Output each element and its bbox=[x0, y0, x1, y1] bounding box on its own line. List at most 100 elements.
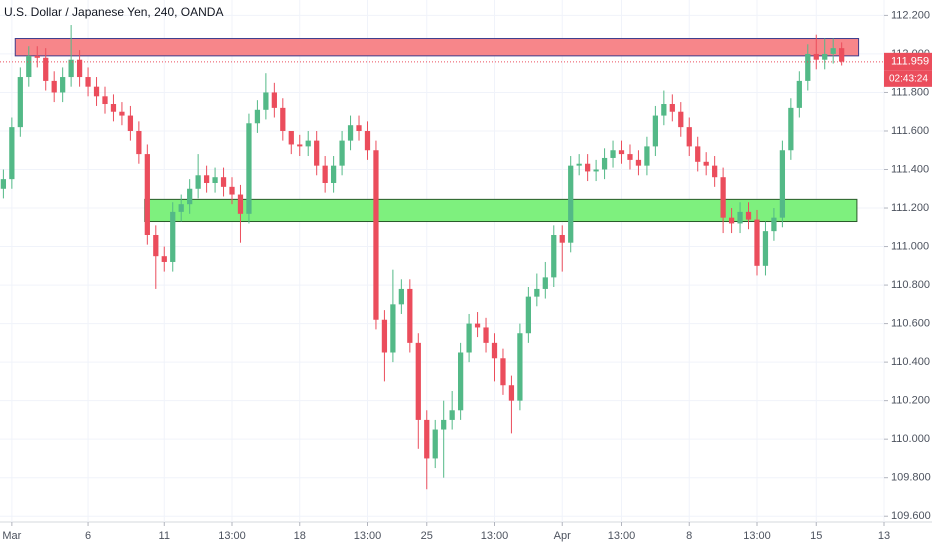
candle-body bbox=[26, 55, 32, 78]
candle-body bbox=[153, 234, 159, 257]
candle-body bbox=[525, 296, 531, 334]
candle-body bbox=[203, 175, 210, 183]
candle-body bbox=[254, 109, 261, 124]
candle-body bbox=[76, 59, 83, 78]
candle-body bbox=[788, 107, 794, 151]
candle-body bbox=[762, 231, 769, 266]
candle-body bbox=[187, 188, 193, 205]
x-tick-label: 18 bbox=[294, 530, 306, 542]
x-tick-label: 13 bbox=[878, 530, 890, 542]
candle-body bbox=[93, 86, 100, 97]
candle-body bbox=[822, 53, 828, 60]
candle-body bbox=[593, 169, 599, 172]
x-tick-label: 6 bbox=[85, 530, 91, 542]
candle-body bbox=[712, 165, 718, 178]
candle-body bbox=[805, 53, 811, 81]
candle-body bbox=[390, 304, 396, 353]
candle-body bbox=[678, 111, 684, 128]
y-tick-label: 111.200 bbox=[891, 202, 929, 214]
candle-body bbox=[9, 127, 15, 180]
x-tick-label: 13:00 bbox=[481, 530, 509, 542]
y-tick-label: 110.400 bbox=[891, 356, 930, 368]
y-tick-label: 110.800 bbox=[891, 279, 930, 291]
x-tick-label: 11 bbox=[159, 530, 170, 542]
last-price-box bbox=[884, 52, 932, 71]
candle-body bbox=[51, 80, 57, 93]
candle-body bbox=[246, 123, 252, 214]
candle-body bbox=[551, 234, 557, 278]
candle-body bbox=[703, 161, 709, 166]
candle-body bbox=[483, 327, 489, 343]
x-tick-label: Apr bbox=[554, 530, 571, 542]
candle-body bbox=[661, 104, 667, 116]
candle-body bbox=[830, 48, 836, 54]
candle-body bbox=[644, 146, 650, 166]
candle-body bbox=[695, 146, 701, 162]
candles bbox=[0, 25, 845, 490]
candle-body bbox=[559, 234, 565, 243]
candle-body bbox=[102, 96, 108, 105]
candle-body bbox=[474, 323, 481, 328]
candle-body bbox=[601, 157, 608, 170]
candle-body bbox=[466, 323, 472, 353]
candle-body bbox=[297, 144, 303, 147]
candle-body bbox=[288, 130, 294, 145]
candle-body bbox=[534, 288, 540, 297]
candle-body bbox=[449, 410, 455, 420]
x-tick-label: 13:00 bbox=[608, 530, 636, 542]
countdown-label: 02:43:24 bbox=[889, 73, 928, 84]
y-tick-label: 111.600 bbox=[891, 125, 929, 137]
candle-body bbox=[669, 104, 675, 112]
countdown-box bbox=[884, 70, 932, 87]
y-tick-label: 111.800 bbox=[891, 86, 929, 98]
candle-body bbox=[652, 115, 659, 147]
candle-body bbox=[568, 165, 574, 243]
candle-body bbox=[144, 154, 150, 235]
candle-body bbox=[170, 211, 176, 262]
chart-title: U.S. Dollar / Japanese Yen, 240, OANDA bbox=[4, 5, 223, 19]
axes: 109.600 109.800 110.000 110.200 110.400 110.6… bbox=[0, 9, 932, 542]
candle-body bbox=[745, 211, 752, 220]
candle-body bbox=[161, 256, 167, 262]
candle-body bbox=[110, 104, 117, 112]
candle-body bbox=[508, 385, 515, 401]
candle-body bbox=[322, 165, 328, 183]
candle-body bbox=[237, 194, 244, 214]
candle-body bbox=[728, 217, 735, 224]
candle-body bbox=[618, 150, 625, 155]
zone bbox=[14, 38, 860, 57]
candle-body bbox=[737, 211, 743, 224]
candle-body bbox=[314, 140, 320, 166]
candle-body bbox=[398, 288, 404, 305]
y-tick-label: 109.600 bbox=[891, 510, 931, 522]
candle-body bbox=[339, 140, 345, 166]
candle-body bbox=[178, 204, 184, 212]
y-tick-label: 112.200 bbox=[891, 9, 930, 21]
candle-body bbox=[356, 125, 362, 131]
candle-body bbox=[500, 358, 506, 386]
candle-body bbox=[458, 352, 464, 411]
candle-body bbox=[542, 277, 548, 289]
candle-body bbox=[280, 107, 286, 131]
candle-body bbox=[415, 342, 421, 420]
candle-body bbox=[68, 59, 74, 78]
candle-body bbox=[330, 165, 337, 183]
candle-body bbox=[373, 150, 379, 320]
y-tick-label: 110.000 bbox=[891, 433, 930, 445]
candle-body bbox=[212, 177, 218, 183]
candle-body bbox=[796, 80, 802, 108]
candle-body bbox=[195, 175, 201, 189]
candle-body bbox=[43, 57, 49, 81]
x-tick-label: 13:00 bbox=[743, 530, 771, 542]
candle-body bbox=[127, 115, 134, 131]
zones bbox=[14, 38, 860, 223]
candle-body bbox=[0, 179, 7, 189]
candle-body bbox=[720, 177, 726, 218]
candle-body bbox=[754, 219, 760, 266]
candle-body bbox=[771, 217, 777, 232]
y-tick-label: 109.800 bbox=[891, 472, 931, 484]
candle-body bbox=[839, 48, 845, 62]
candle-body bbox=[85, 77, 91, 87]
